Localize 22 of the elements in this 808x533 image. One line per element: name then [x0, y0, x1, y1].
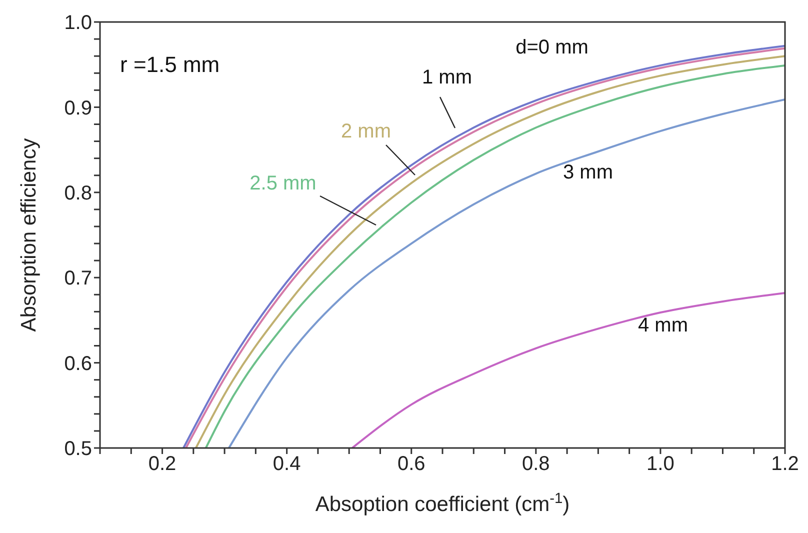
y-tick-label: 0.8	[64, 182, 92, 204]
series-label: 3 mm	[563, 161, 613, 184]
x-tick-label: 0.4	[272, 453, 301, 476]
series-label: 4 mm	[638, 314, 688, 336]
x-tick-label: 0.6	[397, 453, 426, 476]
y-tick-label: 0.9	[64, 97, 92, 120]
y-tick-label: 0.7	[64, 268, 92, 290]
series-label: 1 mm	[422, 66, 472, 88]
line-series	[351, 292, 785, 448]
text: 2.5 mm	[250, 172, 316, 194]
y-tick-label: 1.0	[64, 12, 92, 34]
y-tick-label: 0.5	[64, 438, 92, 460]
x-axis-title: Absoption coefficient (cm$^{-1}$)	[315, 491, 570, 516]
x-tick-label: 0.2	[148, 453, 176, 476]
x-tick-label: 1.2	[771, 453, 799, 476]
series-label: d=0 mm	[516, 36, 588, 58]
y-tick-label: 0.6	[64, 352, 92, 375]
x-tick-label: 1.0	[646, 453, 674, 476]
text: 2 mm	[341, 120, 391, 142]
annotation: r =1.5 mm	[120, 52, 220, 77]
y-axis-title: Absorption efficiency	[18, 138, 41, 332]
x-tick-label: 0.8	[522, 453, 550, 476]
